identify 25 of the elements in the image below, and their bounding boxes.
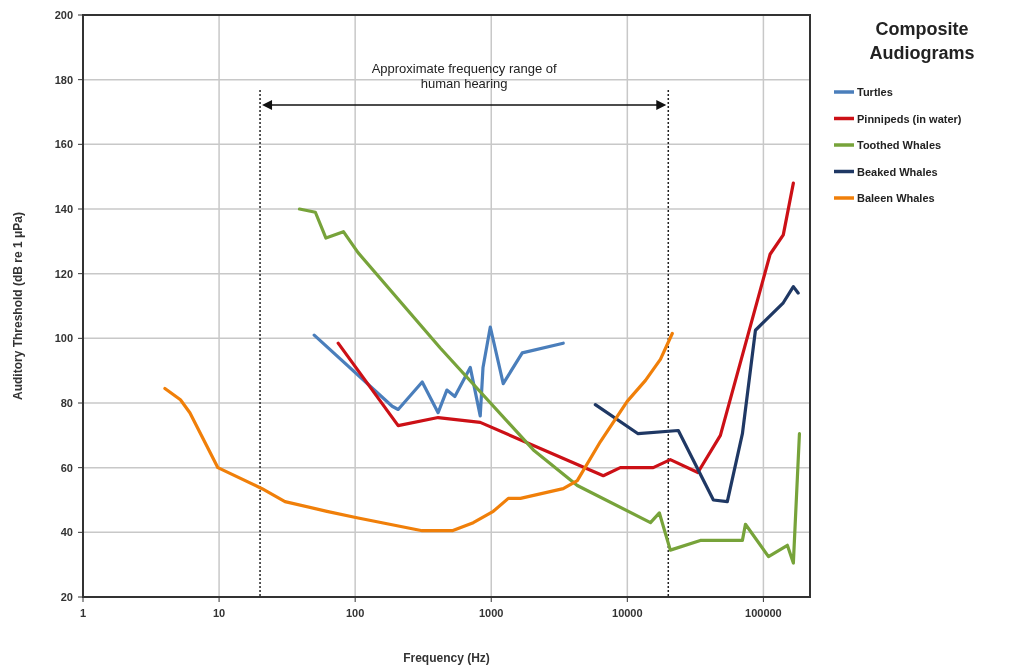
y-tick-label: 200 [54,9,73,21]
y-tick-label: 60 [60,461,73,474]
legend-title: Composite Audiograms [869,19,975,63]
annotation: Approximate frequency range of human hearing [371,61,558,91]
y-tick-label: 180 [54,73,73,86]
legend-label: Toothed Whales [857,139,942,151]
x-tick-label: 1000 [479,607,504,619]
legend-label: Turtles [857,86,893,98]
legend-label: Pinnipeds (in water) [857,112,962,125]
x-axis-title: Frequency (Hz) [403,651,490,665]
y-tick-label: 80 [60,397,73,409]
legend-label: Beaked Whales [857,165,938,178]
x-tick-label: 10000 [612,607,643,619]
y-tick-label: 100 [54,332,73,345]
y-tick-label: 140 [54,203,73,215]
legend-label: Baleen Whales [857,192,935,204]
x-tick-label: 100 [345,607,365,619]
y-tick-label: 40 [60,526,73,539]
y-tick-label: 160 [54,138,73,151]
y-tick-label: 20 [60,591,73,603]
x-tick-label: 10 [212,607,226,619]
y-axis-title: Auditory Threshold (dB re 1 μPa) [11,211,25,401]
x-tick-label: 100000 [745,607,782,619]
x-tick-label: 1 [79,607,87,619]
y-tick-label: 120 [54,267,73,280]
